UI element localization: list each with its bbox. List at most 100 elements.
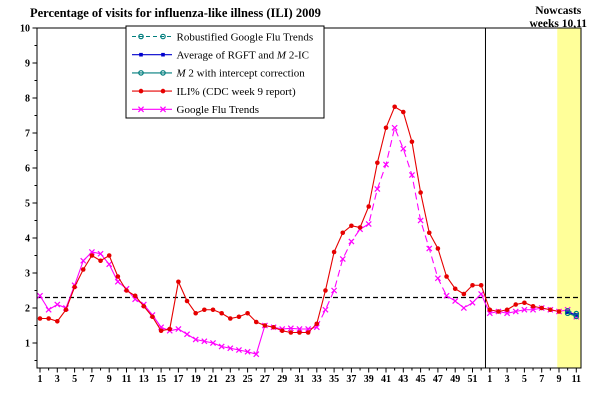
marker-dot (202, 307, 207, 313)
marker-open-circle (160, 70, 166, 76)
x-tick-label: 5 (72, 374, 77, 385)
legend-box (125, 25, 325, 119)
marker-x (36, 292, 44, 299)
marker-x (235, 346, 242, 354)
marker-dot (80, 267, 86, 272)
marker-x (137, 106, 145, 113)
x-tick-label: 35 (329, 374, 339, 385)
marker-open-circle (573, 313, 580, 320)
marker-x (434, 275, 441, 282)
marker-x (296, 325, 303, 333)
marker-x (287, 325, 294, 332)
marker-x (382, 161, 390, 168)
marker-x (521, 306, 528, 313)
x-tick-label: 7 (89, 374, 94, 385)
marker-x (184, 331, 191, 338)
marker-x (530, 306, 537, 313)
x-tick-label: 33 (312, 374, 322, 385)
marker-dot (89, 253, 95, 258)
series-m2_intercept (564, 310, 580, 320)
marker-dot (193, 310, 198, 316)
x-tick-label: 47 (433, 374, 443, 385)
marker-dot (115, 274, 121, 279)
x-tick-label: 21 (208, 374, 218, 385)
marker-dot (435, 246, 441, 251)
marker-dot (184, 298, 190, 304)
legend-entry-avg_rgft_m2ic: Average of RGFT and M 2-IC (132, 50, 309, 62)
marker-dot (496, 309, 501, 314)
marker-x (244, 348, 251, 355)
marker-x (331, 287, 338, 294)
marker-dot (158, 328, 164, 334)
x-tick-label: 9 (107, 374, 112, 385)
y-tick-label: 2 (25, 304, 30, 315)
marker-x (460, 304, 467, 312)
x-tick-label: 9 (557, 374, 562, 385)
marker-x (374, 185, 381, 193)
marker-dot (366, 204, 372, 209)
marker-x (159, 106, 167, 113)
x-tick-label: 45 (416, 374, 426, 385)
legend-label: M 2 with intercept correction (176, 68, 306, 80)
marker-x (408, 171, 415, 179)
x-tick-label: 7 (539, 374, 544, 385)
marker-dot (176, 279, 181, 285)
marker-dot (401, 109, 406, 115)
marker-dot (452, 286, 458, 292)
x-tick-label: 1 (487, 374, 492, 385)
marker-open-circle (138, 70, 144, 76)
marker-dot (236, 314, 242, 320)
legend-entry-robustified_gft: Robustified Google Flu Trends (132, 31, 313, 43)
marker-dot (132, 293, 138, 299)
marker-x (88, 248, 95, 256)
marker-dot (426, 230, 432, 236)
marker-dot (530, 303, 536, 309)
page-title: Percentage of visits for influenza-like … (30, 6, 321, 20)
x-tick-label: 23 (225, 374, 235, 385)
marker-dot (98, 258, 103, 264)
marker-x (54, 301, 61, 308)
nowcast-band (557, 28, 581, 368)
series-ili_cdc (37, 104, 562, 335)
marker-x (486, 310, 493, 317)
marker-dot (219, 310, 224, 316)
marker-dot (522, 300, 527, 306)
marker-x (106, 261, 113, 268)
marker-open-circle (564, 310, 571, 317)
marker-dot (150, 314, 155, 320)
marker-dot (55, 319, 60, 324)
x-tick-label: 19 (191, 374, 201, 385)
marker-dot (124, 288, 129, 293)
marker-x (417, 217, 424, 224)
series-line-gft-solid1 (39, 251, 317, 355)
x-tick-label: 1 (38, 374, 43, 385)
x-tick-label: 25 (243, 374, 253, 385)
marker-dot (72, 284, 77, 290)
marker-x (227, 345, 234, 352)
x-tick-label: 49 (450, 374, 460, 385)
marker-square (139, 52, 143, 57)
nowcast-annotation: Nowcasts weeks 10,11 (530, 5, 588, 31)
marker-open-circle (138, 33, 144, 40)
nowcast-annotation-line1: Nowcasts (535, 5, 582, 17)
x-tick-label: 51 (468, 374, 478, 385)
marker-x (201, 338, 208, 345)
marker-dot (245, 310, 250, 316)
marker-dot (513, 302, 519, 307)
marker-dot (167, 326, 173, 332)
marker-dot (279, 328, 285, 334)
marker-x (400, 145, 407, 152)
marker-dot (271, 324, 276, 330)
x-tick-label: 11 (122, 374, 131, 385)
x-tick-label: 39 (364, 374, 374, 385)
marker-x (175, 325, 182, 333)
y-tick-label: 10 (20, 24, 30, 35)
x-tick-label: 13 (139, 374, 149, 385)
marker-x (322, 306, 329, 313)
y-tick-label: 5 (25, 199, 30, 210)
marker-dot (106, 253, 112, 258)
marker-dot (392, 104, 397, 110)
series-gft (36, 124, 580, 358)
